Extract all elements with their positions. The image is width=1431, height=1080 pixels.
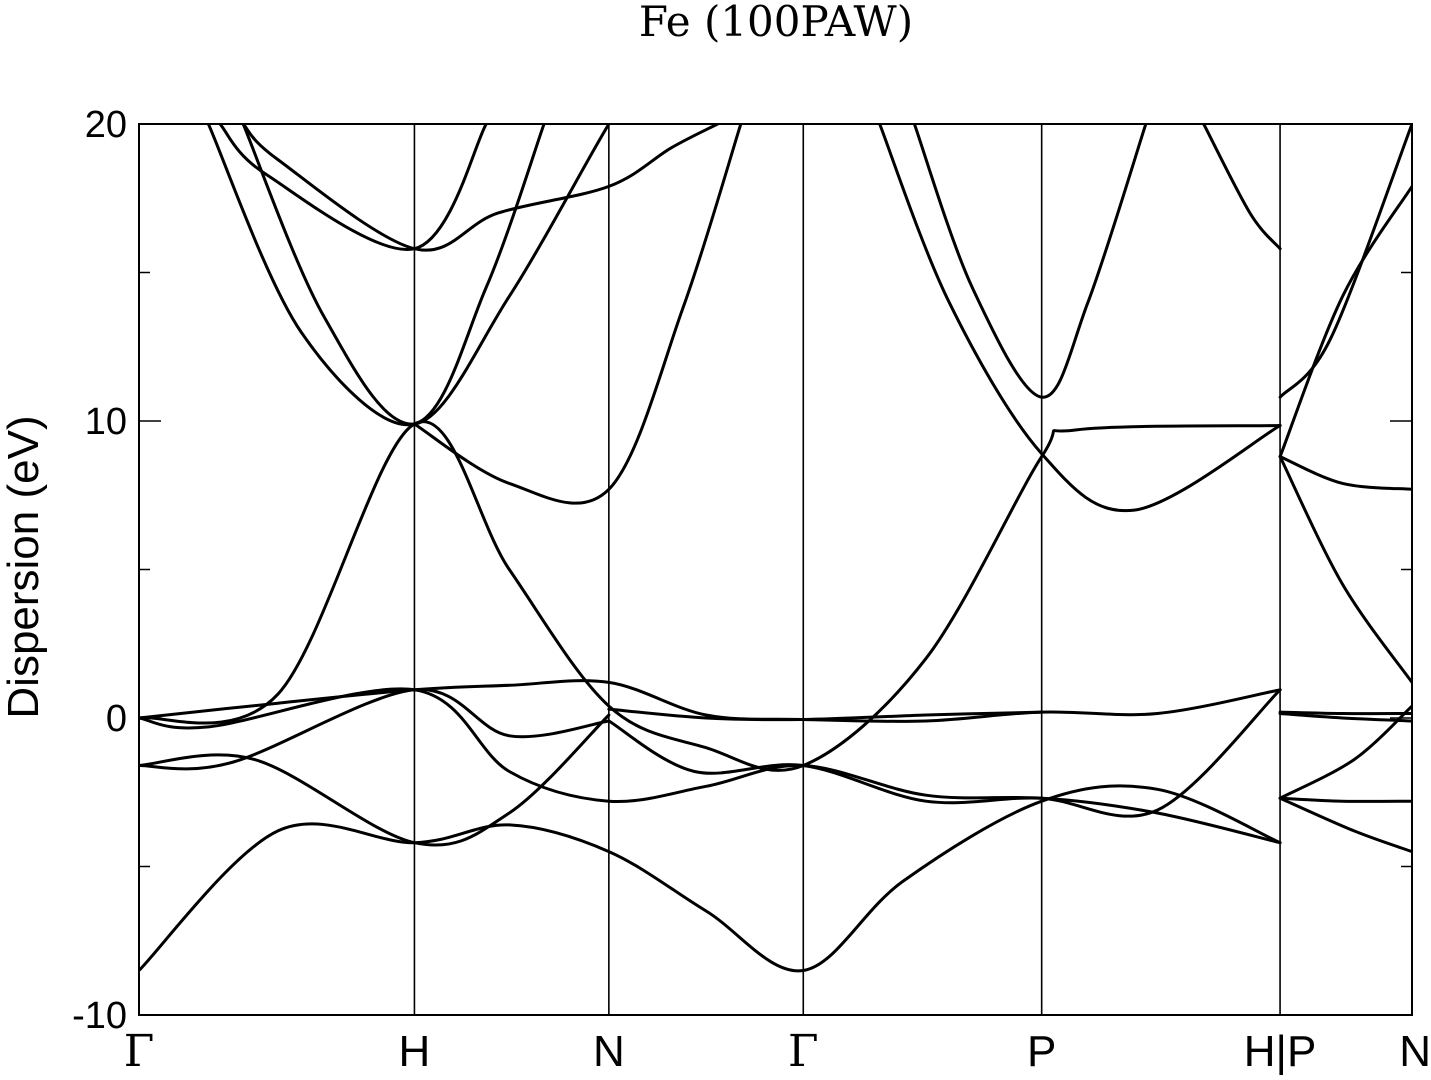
band-20 xyxy=(1278,712,1412,723)
x-tick-label-1: H xyxy=(399,1027,431,1076)
x-tick-label-3: Γ xyxy=(788,1026,819,1077)
band-13 xyxy=(878,124,1282,513)
y-tick-label: 0 xyxy=(106,698,127,740)
band-1 xyxy=(139,713,611,847)
band-19 xyxy=(1278,710,1412,716)
x-tick-label-4: P xyxy=(1027,1027,1056,1076)
x-tick-label-2: N xyxy=(593,1027,625,1076)
band-8 xyxy=(412,124,743,505)
band-3 xyxy=(607,719,1282,845)
band-11 xyxy=(241,124,720,252)
x-axis-tick-labels: Γ H N Γ P H|P N xyxy=(124,1026,1431,1077)
band-21 xyxy=(1278,455,1412,684)
band-10 xyxy=(206,124,546,427)
band-12 xyxy=(218,124,488,251)
band-22 xyxy=(1278,455,1412,491)
y-tick-label: 20 xyxy=(85,104,127,146)
x-tick-label-0: Γ xyxy=(124,1026,155,1077)
band-0 xyxy=(139,784,1282,973)
high-symmetry-lines xyxy=(413,124,1281,1015)
band-17 xyxy=(1278,796,1412,854)
band-23 xyxy=(1278,124,1412,399)
x-tick-label-6: N xyxy=(1399,1027,1431,1076)
band-24 xyxy=(1278,184,1412,459)
band-5 xyxy=(139,679,1282,723)
chart-title: Fe (100PAW) xyxy=(639,0,913,46)
band-9 xyxy=(241,124,611,426)
band-4 xyxy=(139,687,1282,818)
band-14 xyxy=(912,124,1148,399)
band-6 xyxy=(607,707,1044,722)
band-16 xyxy=(1278,796,1412,803)
band-15 xyxy=(1202,124,1282,251)
y-tick-label: -10 xyxy=(72,995,127,1037)
band-2 xyxy=(139,688,611,771)
y-axis-label: Dispersion (eV) xyxy=(0,415,48,718)
x-tick-label-5: H|P xyxy=(1244,1027,1317,1076)
band-7 xyxy=(139,420,1282,772)
y-tick-label: 10 xyxy=(85,401,127,443)
y-axis-ticks: -10 0 10 20 xyxy=(72,104,1412,1037)
band-lines xyxy=(139,124,1412,973)
plot-frame xyxy=(138,123,1413,1016)
